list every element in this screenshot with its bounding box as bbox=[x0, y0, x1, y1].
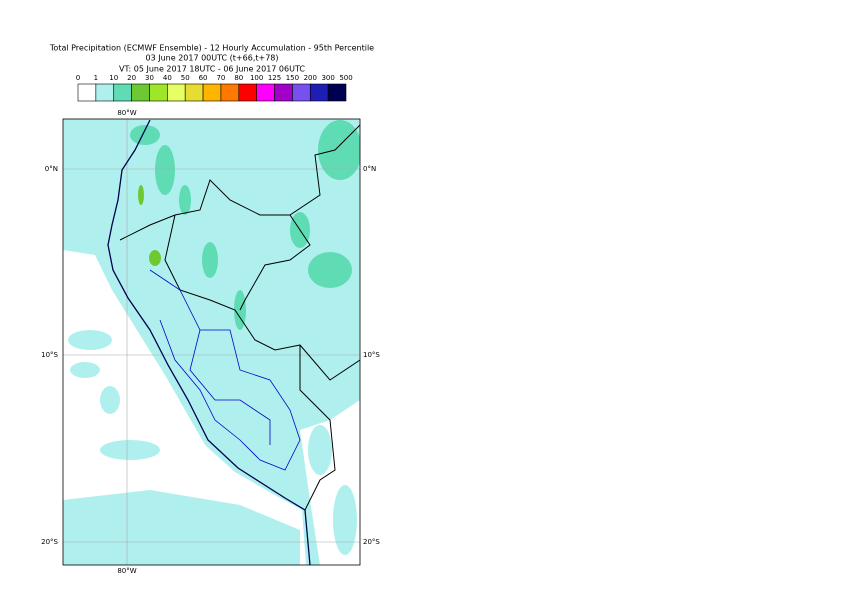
legend: 0 1 10 20 30 40 50 60 70 80 100 125 150 200 300 500 bbox=[76, 74, 353, 102]
coastline bbox=[107, 119, 311, 565]
legend-swatch bbox=[77, 83, 97, 102]
graticule bbox=[63, 119, 360, 565]
legend-swatch bbox=[95, 83, 115, 102]
legend-label: 40 bbox=[163, 74, 172, 82]
legend-swatch bbox=[238, 83, 257, 102]
legend-swatch bbox=[292, 83, 311, 102]
legend-swatch bbox=[131, 83, 150, 102]
legend-label: 0 bbox=[76, 74, 80, 82]
legend-label: 1 bbox=[94, 74, 98, 82]
precip-patches bbox=[63, 330, 357, 565]
legend-label: 30 bbox=[145, 74, 154, 82]
title-line: VT: 05 June 2017 18UTC - 06 June 2017 06… bbox=[119, 65, 305, 74]
legend-label: 500 bbox=[339, 74, 352, 82]
legend-swatch bbox=[184, 83, 204, 102]
legend-label: 300 bbox=[321, 74, 334, 82]
lat-label: 10°S bbox=[363, 351, 380, 359]
legend-label: 125 bbox=[268, 74, 281, 82]
legend-label: 20 bbox=[127, 74, 136, 82]
legend-label: 150 bbox=[286, 74, 299, 82]
legend-swatch bbox=[113, 83, 132, 102]
legend-label: 80 bbox=[234, 74, 243, 82]
map bbox=[63, 119, 360, 565]
legend-label: 200 bbox=[304, 74, 317, 82]
legend-label: 10 bbox=[109, 74, 118, 82]
legend-label: 100 bbox=[250, 74, 263, 82]
title-line: Total Precipitation (ECMWF Ensemble) - 1… bbox=[49, 44, 374, 53]
legend-label: 60 bbox=[199, 74, 208, 82]
lat-label: 0°N bbox=[45, 165, 58, 173]
legend-swatch bbox=[256, 83, 275, 102]
legend-swatch bbox=[327, 83, 347, 102]
legend-swatch bbox=[202, 83, 222, 102]
map-frame bbox=[62, 118, 361, 566]
precip-patches bbox=[138, 185, 161, 266]
legend-swatch bbox=[149, 83, 168, 102]
lon-label: 80°W bbox=[117, 567, 136, 575]
borders bbox=[119, 124, 360, 511]
lat-label: 20°S bbox=[41, 538, 58, 546]
regions bbox=[149, 269, 301, 471]
legend-label: 70 bbox=[216, 74, 225, 82]
dry-ocean bbox=[63, 250, 306, 565]
lat-label: 20°S bbox=[363, 538, 380, 546]
legend-swatch bbox=[167, 83, 186, 102]
title-line: 03 June 2017 00UTC (t+66,t+78) bbox=[146, 54, 279, 63]
lat-label: 10°S bbox=[41, 351, 58, 359]
legend-swatch bbox=[309, 83, 329, 102]
lat-label: 0°N bbox=[363, 165, 376, 173]
legend-swatch bbox=[274, 83, 293, 102]
legend-label: 50 bbox=[181, 74, 190, 82]
legend-swatch bbox=[220, 83, 240, 102]
lon-label: 80°W bbox=[117, 109, 136, 117]
